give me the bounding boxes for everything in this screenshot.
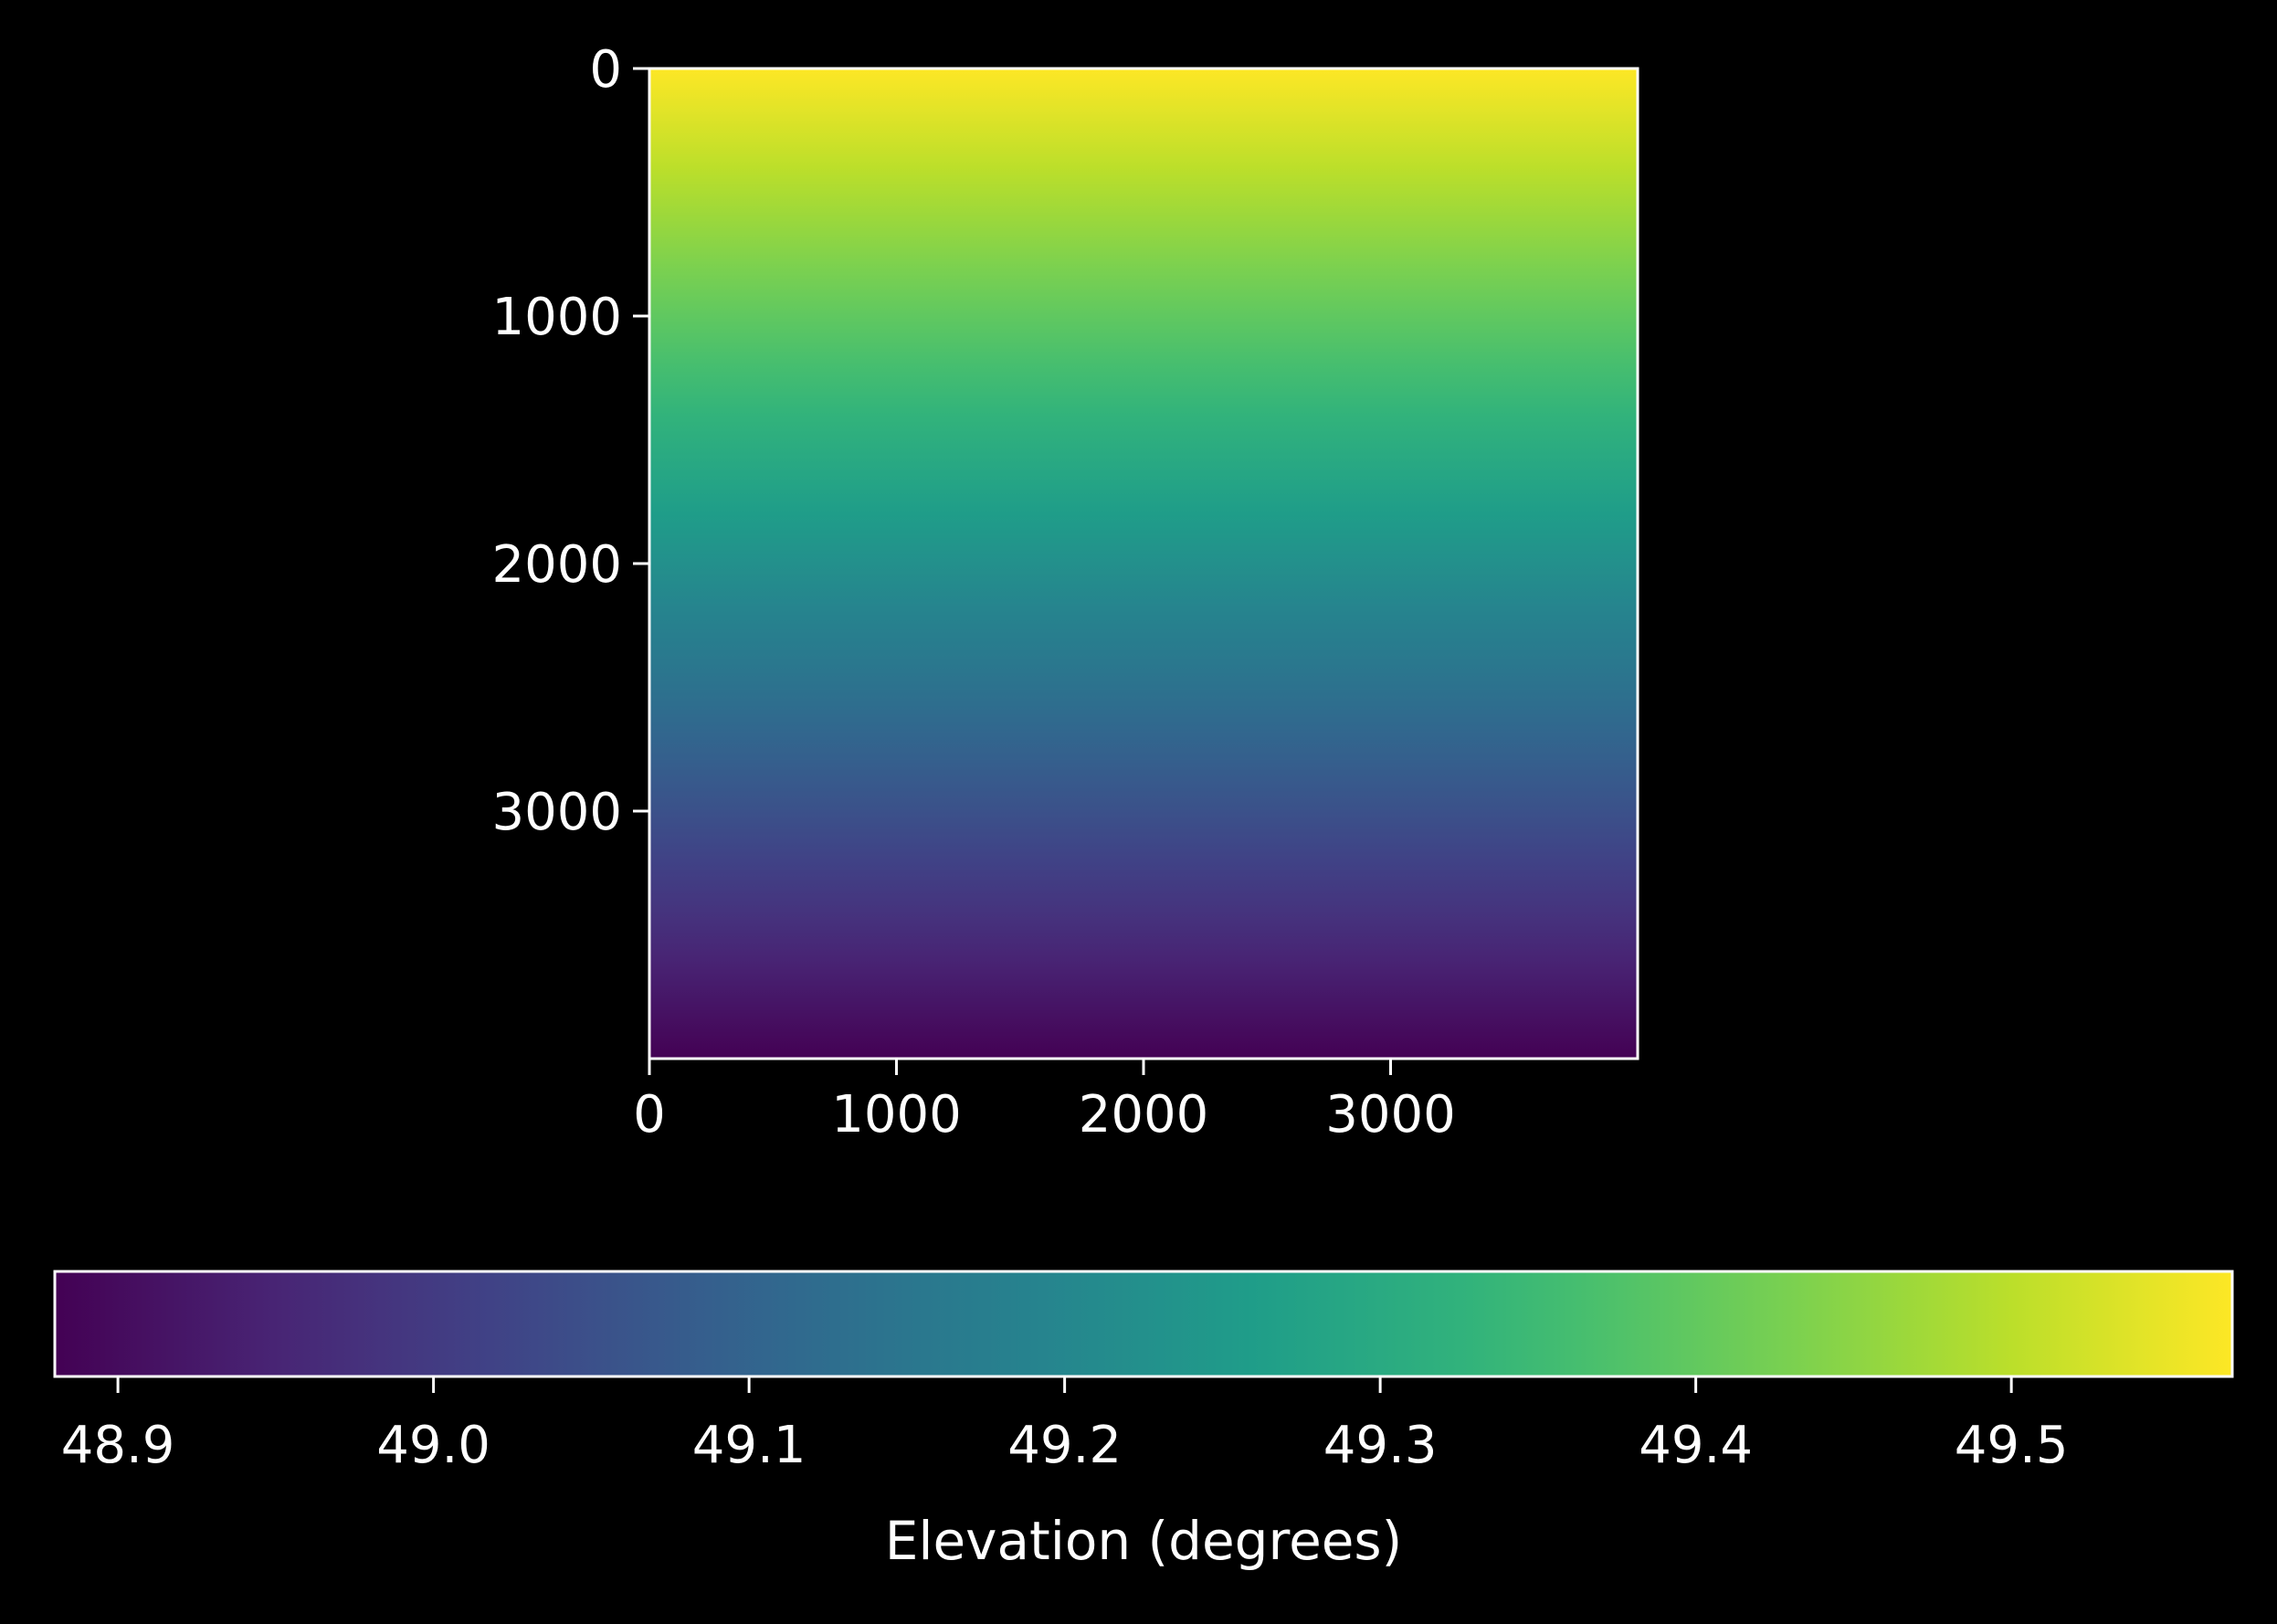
colorbar-gradient [55, 1271, 2232, 1376]
y-tick-label: 2000 [491, 535, 622, 595]
x-tick-label: 0 [633, 1085, 666, 1144]
image-y-axis: 0 1000 2000 3000 [491, 40, 649, 842]
colorbar: 48.9 49.0 49.1 49.2 49.3 49.4 49.5 Elevation (… [53, 1270, 2234, 1572]
colorbar-tick-label: 49.5 [1955, 1416, 2069, 1475]
x-tick-label: 2000 [1079, 1085, 1209, 1144]
x-tick-label: 1000 [831, 1085, 962, 1144]
y-tick-label: 3000 [491, 783, 622, 842]
colorbar-tick-label: 49.3 [1323, 1416, 1438, 1475]
colorbar-axis: 48.9 49.0 49.1 49.2 49.3 49.4 49.5 [61, 1376, 2069, 1475]
x-tick-label: 3000 [1325, 1085, 1456, 1144]
image-x-axis: 0 1000 2000 3000 [633, 1059, 1456, 1144]
y-tick-label: 0 [589, 40, 622, 100]
elevation-image-axes: 0 1000 2000 3000 0 1000 2000 3000 [491, 40, 1639, 1144]
colorbar-tick-label: 48.9 [61, 1416, 175, 1475]
colorbar-tick-label: 49.0 [376, 1416, 490, 1475]
colorbar-label: Elevation (degrees) [885, 1510, 1403, 1572]
y-tick-label: 1000 [491, 288, 622, 347]
colorbar-tick-label: 49.4 [1639, 1416, 1753, 1475]
colorbar-tick-label: 49.2 [1007, 1416, 1122, 1475]
colorbar-tick-label: 49.1 [692, 1416, 806, 1475]
elevation-image [649, 69, 1638, 1059]
colorbar-frame [53, 1270, 2234, 1378]
